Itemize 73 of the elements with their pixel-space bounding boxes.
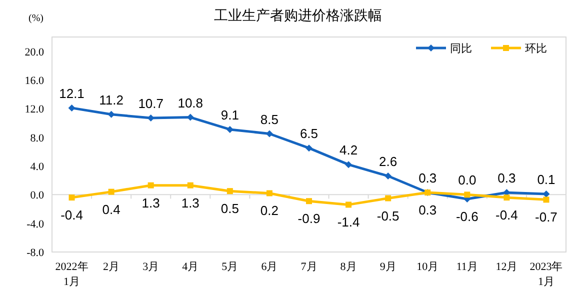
data-label: 2.6 bbox=[379, 154, 398, 170]
data-label: 0.3 bbox=[418, 202, 437, 218]
x-tick-label: 2月 bbox=[103, 261, 120, 273]
data-label: 0.3 bbox=[498, 170, 516, 186]
y-tick-label: -8.0 bbox=[26, 247, 44, 259]
data-label: 6.5 bbox=[300, 126, 318, 142]
point bbox=[148, 182, 154, 188]
data-label: 8.5 bbox=[260, 112, 278, 127]
data-label: 10.7 bbox=[138, 96, 164, 111]
data-label: -0.5 bbox=[376, 208, 400, 224]
data-label: -0.9 bbox=[298, 211, 320, 226]
data-label: 4.2 bbox=[340, 142, 358, 158]
data-label: -1.4 bbox=[337, 214, 360, 230]
point bbox=[543, 196, 550, 203]
y-tick-label: 12.0 bbox=[24, 104, 44, 116]
x-tick-label: 9月 bbox=[380, 261, 396, 273]
data-label: 0.2 bbox=[260, 203, 278, 218]
x-tick-label: 2022年 1月 bbox=[55, 261, 88, 288]
point bbox=[68, 104, 76, 112]
data-label: -0.4 bbox=[60, 208, 83, 223]
data-label: -0.4 bbox=[495, 208, 518, 223]
y-tick-label: 20.0 bbox=[24, 46, 44, 58]
point bbox=[266, 190, 272, 196]
point bbox=[187, 182, 194, 188]
x-tick-label: 11月 bbox=[456, 261, 478, 273]
data-label: -0.6 bbox=[456, 208, 478, 224]
point bbox=[345, 161, 352, 168]
data-label: 0.5 bbox=[220, 201, 239, 216]
point bbox=[108, 188, 114, 195]
data-label: 0.1 bbox=[537, 172, 556, 187]
y-tick-label: -4.0 bbox=[26, 218, 44, 230]
point bbox=[504, 194, 510, 201]
point bbox=[385, 195, 392, 202]
data-label: 1.3 bbox=[181, 195, 200, 210]
point bbox=[346, 202, 352, 208]
x-tick-label: 5月 bbox=[222, 261, 238, 273]
data-label: 10.8 bbox=[178, 95, 204, 110]
x-tick-label: 4月 bbox=[182, 261, 199, 273]
x-tick-label: 2023年 1月 bbox=[530, 261, 563, 288]
legend-label: 同比 bbox=[450, 42, 472, 55]
point bbox=[464, 192, 470, 198]
data-label: 9.1 bbox=[220, 107, 239, 122]
x-tick-label: 10月 bbox=[416, 261, 439, 273]
data-label: 0.4 bbox=[102, 202, 120, 217]
legend-label: 环比 bbox=[525, 42, 547, 55]
point bbox=[108, 110, 115, 118]
y-tick-label: 0.0 bbox=[30, 190, 44, 202]
data-label: 11.2 bbox=[99, 92, 124, 108]
data-label: -0.7 bbox=[535, 210, 558, 225]
x-tick-label: 8月 bbox=[340, 261, 357, 273]
point bbox=[384, 172, 392, 180]
x-tick-label: 7月 bbox=[300, 261, 318, 273]
point bbox=[68, 194, 75, 201]
point bbox=[306, 198, 312, 204]
data-label: 12.1 bbox=[59, 86, 84, 101]
chart-title: 工业生产者购进价格涨跌幅 bbox=[214, 7, 382, 23]
data-label: 0.3 bbox=[418, 170, 437, 186]
y-tick-label: 8.0 bbox=[30, 132, 44, 144]
point bbox=[226, 126, 234, 133]
point bbox=[226, 188, 233, 194]
y-tick-label: 4.0 bbox=[30, 161, 44, 173]
data-label: 1.3 bbox=[142, 195, 160, 210]
y-tick-label: 16.0 bbox=[24, 75, 44, 87]
point bbox=[542, 190, 550, 198]
data-label: 0.0 bbox=[458, 172, 476, 188]
x-tick-label: 3月 bbox=[142, 261, 160, 273]
y-axis-title: (%) bbox=[28, 13, 44, 24]
point bbox=[147, 114, 154, 122]
x-tick-label: 6月 bbox=[261, 261, 278, 273]
point bbox=[186, 114, 194, 121]
point bbox=[266, 130, 273, 138]
x-tick-label: 12月 bbox=[496, 261, 518, 273]
point bbox=[306, 144, 312, 152]
